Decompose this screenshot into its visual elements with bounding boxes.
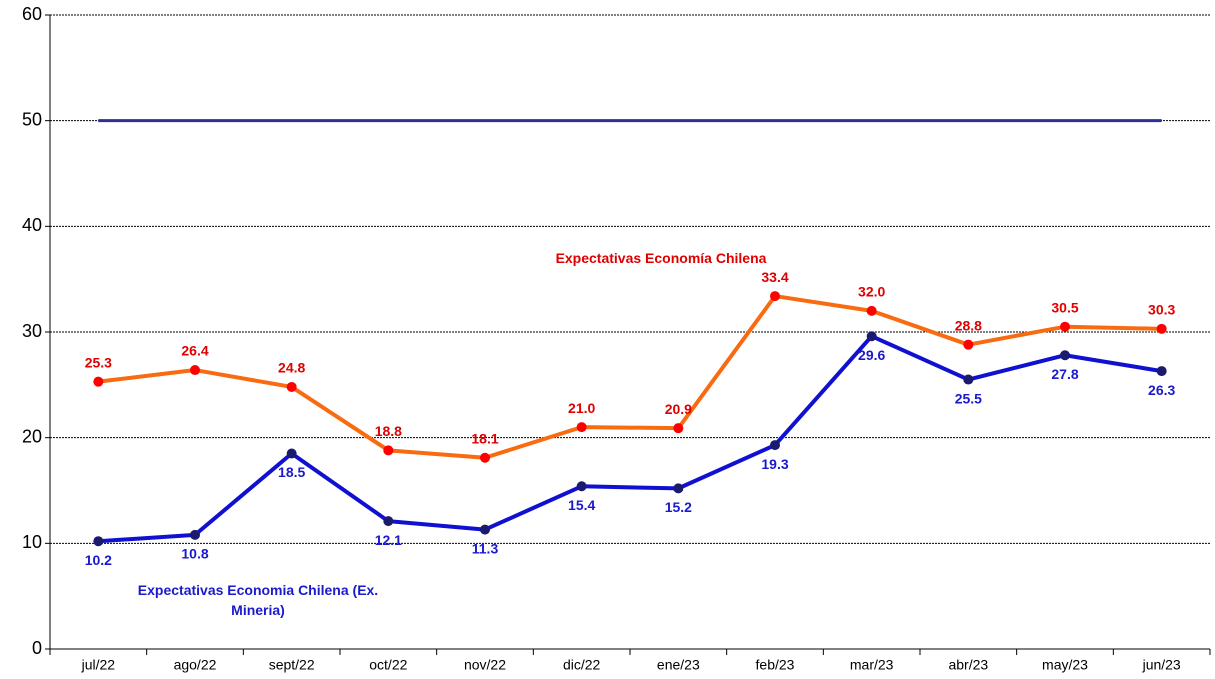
x-tick-label: jun/23 bbox=[1142, 657, 1181, 673]
data-point bbox=[866, 331, 877, 342]
data-label: 15.2 bbox=[665, 499, 692, 515]
data-point bbox=[963, 339, 974, 350]
data-label: 18.8 bbox=[375, 423, 402, 439]
data-point bbox=[190, 529, 200, 540]
data-label: 11.3 bbox=[472, 540, 499, 556]
data-point bbox=[190, 365, 200, 376]
y-tick-label: 30 bbox=[22, 321, 42, 341]
x-tick-label: abr/23 bbox=[948, 657, 988, 673]
x-tick-label: feb/23 bbox=[756, 657, 795, 673]
data-point bbox=[286, 381, 297, 392]
series-line bbox=[98, 334, 1162, 544]
data-point bbox=[1156, 366, 1167, 377]
data-point bbox=[480, 524, 490, 535]
x-tick-label: nov/22 bbox=[464, 657, 506, 673]
data-label: 27.8 bbox=[1051, 366, 1078, 382]
series-label: Expectativas Economia Chilena (Ex. Miner… bbox=[137, 582, 379, 618]
data-point bbox=[1060, 321, 1070, 332]
data-label: 29.6 bbox=[858, 347, 885, 363]
data-point bbox=[673, 483, 684, 494]
x-tick-label: sept/22 bbox=[269, 657, 315, 673]
x-tick-label: ago/22 bbox=[174, 657, 217, 673]
data-point bbox=[383, 516, 394, 527]
y-tick-label: 40 bbox=[22, 215, 42, 235]
y-tick-label: 0 bbox=[32, 638, 42, 658]
y-tick-label: 60 bbox=[22, 4, 42, 24]
x-tick-label: mar/23 bbox=[850, 657, 894, 673]
data-point bbox=[1060, 350, 1070, 361]
data-label: 18.5 bbox=[278, 464, 305, 480]
data-point bbox=[93, 376, 104, 387]
data-label: 24.8 bbox=[278, 360, 305, 376]
data-label: 25.5 bbox=[955, 390, 982, 406]
data-label: 30.3 bbox=[1148, 302, 1175, 318]
data-label: 20.9 bbox=[665, 401, 692, 417]
data-point bbox=[286, 448, 297, 459]
data-point bbox=[93, 536, 104, 547]
data-point bbox=[770, 291, 780, 302]
series-line bbox=[98, 294, 1162, 460]
data-label: 15.4 bbox=[568, 497, 595, 513]
x-tick-label: oct/22 bbox=[369, 657, 407, 673]
data-label: 26.4 bbox=[181, 343, 208, 359]
data-point bbox=[480, 452, 490, 463]
data-label: 18.1 bbox=[471, 430, 498, 446]
series-label: Expectativas Economía Chilena bbox=[555, 250, 767, 266]
data-label: 30.5 bbox=[1051, 299, 1078, 315]
data-label: 26.3 bbox=[1148, 382, 1175, 398]
data-label: 19.3 bbox=[761, 456, 788, 472]
data-point bbox=[963, 374, 974, 385]
y-tick-label: 20 bbox=[22, 426, 42, 446]
x-tick-label: dic/22 bbox=[563, 657, 601, 673]
data-point bbox=[576, 422, 587, 433]
data-point bbox=[1156, 323, 1167, 334]
data-point bbox=[770, 440, 780, 451]
data-label: 10.2 bbox=[85, 552, 112, 568]
data-point bbox=[576, 481, 587, 492]
x-tick-label: jul/22 bbox=[81, 657, 116, 673]
data-label: 32.0 bbox=[858, 284, 885, 300]
data-label: 33.4 bbox=[761, 269, 788, 285]
data-label: 10.8 bbox=[181, 546, 208, 562]
y-tick-label: 10 bbox=[22, 532, 42, 552]
data-label: 12.1 bbox=[375, 532, 402, 548]
data-point bbox=[866, 305, 877, 316]
x-tick-label: may/23 bbox=[1042, 657, 1088, 673]
x-tick-label: ene/23 bbox=[657, 657, 700, 673]
data-label: 25.3 bbox=[85, 354, 112, 370]
y-tick-label: 50 bbox=[22, 109, 42, 129]
data-point bbox=[383, 445, 394, 456]
data-label: 21.0 bbox=[568, 400, 595, 416]
data-point bbox=[673, 423, 684, 434]
data-label: 28.8 bbox=[955, 317, 982, 333]
